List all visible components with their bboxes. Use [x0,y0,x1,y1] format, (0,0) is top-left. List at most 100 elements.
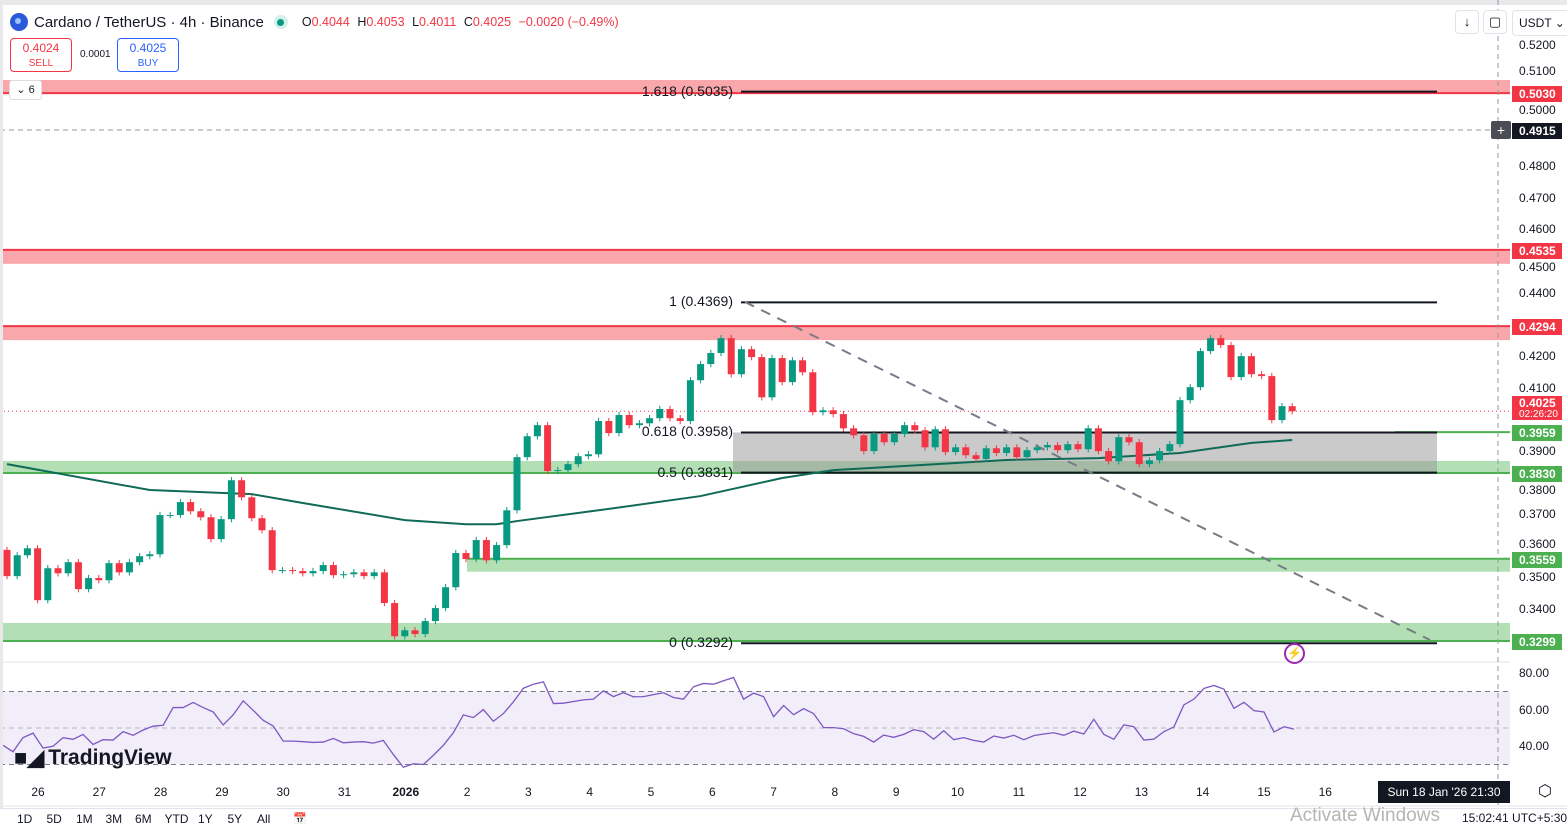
candle [870,434,878,452]
candle [513,457,521,511]
candle [1054,445,1062,451]
candle [309,571,317,574]
symbol-title[interactable]: Cardano / TetherUS · 4h · Binance [34,13,264,31]
price-tag: 0.3299 [1512,634,1562,651]
time-tick: 29 [215,785,229,799]
candle [952,447,960,453]
price-tick: 0.3400 [1519,602,1556,617]
candle [289,570,297,572]
candle [1258,374,1266,377]
down-arrow-icon[interactable]: ↓ [1455,10,1479,34]
time-tick: 26 [31,785,45,799]
candle [64,562,72,574]
range-ytd[interactable]: YTD [164,812,189,826]
candle [595,421,603,455]
resistance-zone [0,326,1510,341]
candle [1105,451,1113,462]
candle [482,540,490,561]
candle [850,428,858,436]
top-border [0,0,1567,5]
candle [85,578,93,590]
chevron-down-icon: ⌄ [1554,16,1565,30]
range-all[interactable]: All [257,812,271,826]
candle [1247,356,1255,375]
candle [717,338,725,354]
candle [1145,460,1153,465]
candle [217,519,225,540]
price-tick: 0.5100 [1519,64,1556,78]
market-open-icon [273,15,288,29]
tradingview-logo[interactable]: ■◢ TradingView [14,745,172,770]
candle [207,517,215,540]
price-tick: 0.4800 [1519,158,1556,173]
fib-label: 1.618 (0.5035) [641,82,733,99]
candle [176,502,184,516]
candle [931,429,939,448]
time-tick: 15 [1257,785,1271,799]
price-tag: 0.4535 [1512,242,1562,259]
clock[interactable]: 15:02:41 UTC+5:30 [1462,811,1567,825]
candle [554,470,562,472]
candle [350,572,358,575]
range-5d[interactable]: 5D [46,812,62,826]
time-tick: 11 [1012,785,1026,799]
time-tick: 27 [92,785,106,799]
candle [1166,444,1174,452]
add-alert-plus-icon[interactable]: + [1491,121,1511,139]
candle [605,421,613,434]
spread-value: 0.0001 [80,49,111,60]
time-tick: 13 [1134,785,1149,799]
lightning-event-icon[interactable]: ⚡ [1284,643,1305,664]
price-tag: 0.3559 [1512,551,1562,568]
candle [1176,400,1184,445]
cardano-logo-icon [10,13,28,31]
candle [44,568,52,601]
range-1d[interactable]: 1D [17,812,33,826]
range-5y[interactable]: 5Y [227,812,243,826]
price-tick: 0.4700 [1519,190,1556,205]
fib-label: 0.5 (0.3831) [657,463,734,480]
candle [1084,428,1092,450]
candle [115,563,123,573]
candle [544,425,552,472]
time-tick: 6 [708,785,716,799]
candle [911,425,919,431]
time-tick: 2 [463,785,471,799]
settings-hex-icon[interactable]: ⬡ [1538,783,1552,800]
candle [758,357,766,398]
candle [401,630,409,637]
candle [901,425,909,435]
candle [676,418,684,422]
candle [697,364,705,381]
candle [340,574,348,576]
price-tick: 0.3800 [1519,482,1556,497]
price-tag: 0.4294 [1512,319,1562,336]
rsi-tick: 60.00 [1519,702,1550,717]
currency-select[interactable]: USDT ⌄ [1512,10,1567,36]
candle [1033,447,1041,451]
fullscreen-icon[interactable]: ▢ [1483,10,1507,34]
candle [635,423,643,426]
price-tag: 0.4915 [1512,122,1562,139]
candle [584,454,592,457]
range-6m[interactable]: 6M [135,812,152,826]
candle [146,554,154,557]
range-3m[interactable]: 3M [105,812,123,826]
price-tag: 0.3830 [1512,465,1562,482]
time-tick: 3 [525,785,532,799]
candle [493,545,501,561]
candle [1227,345,1235,378]
chevron-down-icon: ⌄ [16,84,26,96]
rsi-tick: 40.00 [1519,739,1550,754]
indicators-toggle[interactable]: ⌄ 6 [9,80,42,100]
buy-button[interactable]: 0.4025 BUY [117,38,179,72]
calendar-icon[interactable]: 📅 [293,813,307,825]
rsi-band [0,691,1510,765]
range-1m[interactable]: 1M [76,812,93,826]
candle [452,553,460,588]
candle [1196,351,1204,388]
price-tick: 0.4500 [1519,259,1556,274]
range-1y[interactable]: 1Y [198,812,213,826]
sell-button[interactable]: 0.4024 SELL [10,38,72,72]
